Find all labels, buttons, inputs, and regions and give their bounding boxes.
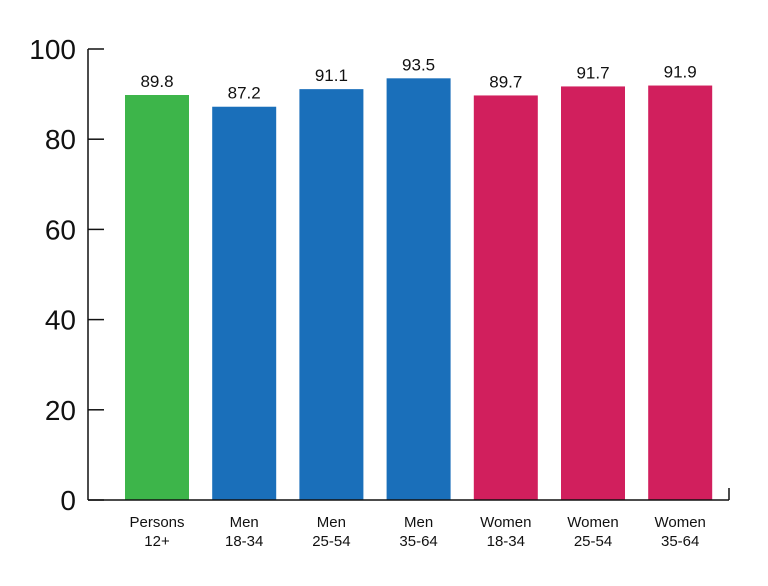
x-tick-label-line: Men [404,514,433,531]
x-tick-label-line: Men [317,514,346,531]
x-tick-label-line: 12+ [144,533,170,550]
data-label: 89.8 [140,72,173,91]
x-tick-label: Persons 12+ [129,514,184,550]
value-labels: 89.8 87.2 91.1 93.5 89.7 91.7 91.9 [140,55,696,102]
y-tick-label: 20 [45,395,76,426]
bar [212,106,277,500]
data-label: 91.9 [664,63,697,82]
x-tick-label-line: Men [230,514,259,531]
bar [125,95,189,500]
y-axis: 0 20 40 60 80 100 [29,34,104,516]
x-tick-label-line: Persons [129,514,184,531]
x-tick-label-line: Women [480,514,531,531]
bar [648,85,713,500]
x-tick-label-line: Women [567,514,618,531]
y-tick-label: 0 [60,485,76,516]
data-label: 87.2 [228,84,261,103]
x-tick-label-line: 25-54 [312,533,350,550]
x-tick-label-line: Women [654,514,705,531]
data-label: 93.5 [402,55,435,74]
bar [386,78,451,500]
x-tick-label: Men 18-34 [225,514,263,550]
data-label: 91.7 [576,63,609,82]
x-tick-label: Men 25-54 [312,514,350,550]
x-tick-label-line: 35-64 [399,533,437,550]
x-tick-label: Women 18-34 [480,514,531,550]
x-tick-label: Women 35-64 [654,514,705,550]
y-tick-label: 60 [45,214,76,245]
data-label: 89.7 [489,72,522,91]
bar [473,95,538,500]
x-tick-label-line: 18-34 [487,533,525,550]
bars [125,78,713,501]
x-tick-label-line: 35-64 [661,533,699,550]
y-tick-label: 100 [29,34,76,65]
x-axis: Persons 12+ Men 18-34 Men 25-54 Men 35-64 Women 1… [88,488,730,550]
x-tick-label: Women 25-54 [567,514,618,550]
x-tick-label-line: 25-54 [574,533,612,550]
bar [299,89,364,500]
x-tick-label-line: 18-34 [225,533,263,550]
x-tick-label: Men 35-64 [399,514,437,550]
y-tick-label: 40 [45,305,76,336]
data-label: 91.1 [315,66,348,85]
y-tick-label: 80 [45,124,76,155]
bar [561,86,625,501]
